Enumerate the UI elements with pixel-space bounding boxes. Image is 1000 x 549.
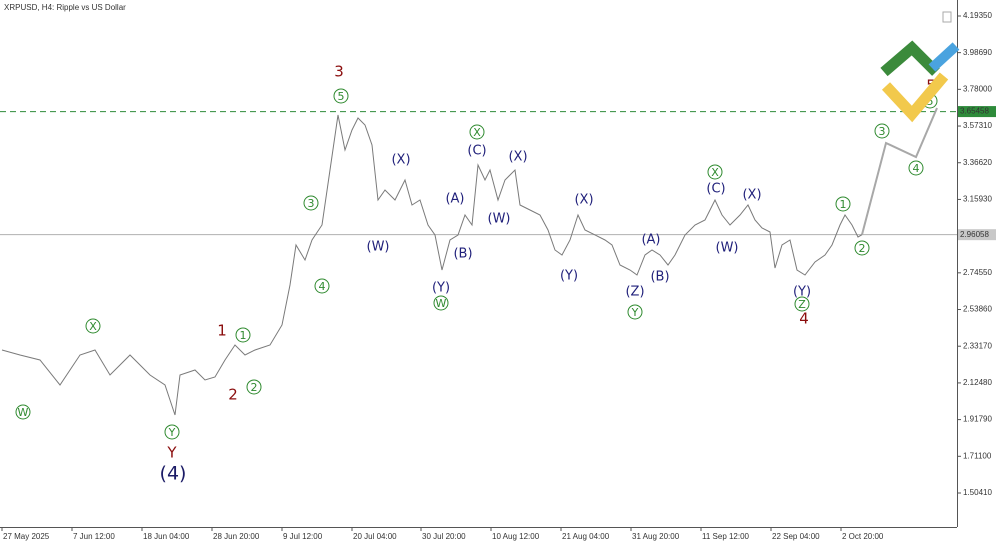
wave-label: 5 xyxy=(927,95,934,108)
y-tick-label: 2.33170 xyxy=(963,341,992,350)
wave-label: (Y) xyxy=(793,285,811,300)
wave-circle xyxy=(874,123,890,139)
x-tick-label: 30 Jul 20:00 xyxy=(422,532,466,541)
wave-label: (A) xyxy=(641,232,660,247)
y-tick-label: 3.36620 xyxy=(963,158,992,167)
wave-label: W xyxy=(436,297,447,310)
wave-label: 2 xyxy=(228,385,238,403)
wave-label: (Y) xyxy=(432,280,450,295)
wave-circle xyxy=(707,164,723,180)
y-tick-label: 2.12480 xyxy=(963,378,992,387)
wave-label: X xyxy=(473,126,481,139)
wave-label: 4 xyxy=(913,162,920,175)
x-tick-label: 27 May 2025 xyxy=(3,532,50,541)
plot: 4.19350 3.98690 3.78000 3.57310 3.36620 3.159… xyxy=(0,11,996,541)
wave-label: (B) xyxy=(650,269,669,284)
y-tick-label: 1.50410 xyxy=(963,488,992,497)
x-tick-label: 21 Aug 04:00 xyxy=(562,532,610,541)
wave-label: (Y) xyxy=(560,269,578,284)
y-tick-label: 3.78000 xyxy=(963,84,992,93)
wave-label: 4 xyxy=(319,280,326,293)
chart-title: XRPUSD, H4: Ripple vs US Dollar xyxy=(4,3,126,12)
wave-circle xyxy=(333,88,349,104)
wave-label: 2 xyxy=(859,242,866,255)
x-tick-label: 9 Jul 12:00 xyxy=(283,532,323,541)
wave-circle xyxy=(469,124,485,140)
wave-label: 3 xyxy=(879,125,886,138)
price-level-box xyxy=(958,106,996,118)
wave-label: (Z) xyxy=(625,285,644,300)
projection-line xyxy=(861,107,938,235)
wave-label: 3 xyxy=(334,62,344,80)
y-tick-label: 2.53860 xyxy=(963,305,992,314)
y-tick-label: 1.91790 xyxy=(963,415,992,424)
price-level-box xyxy=(958,229,996,241)
wave-label: 1 xyxy=(240,329,247,342)
wave-label: (X) xyxy=(508,149,527,164)
wave-label: Y xyxy=(168,426,176,439)
wave-label: (W) xyxy=(367,240,390,255)
wave-circle xyxy=(164,424,180,440)
wave-label: Y xyxy=(631,306,639,319)
wave-label: 2 xyxy=(251,381,258,394)
wave-label: X xyxy=(711,166,719,179)
wave-circle xyxy=(246,379,262,395)
wave-label: (X) xyxy=(574,193,593,208)
wave-circle xyxy=(794,296,810,312)
wave-circle xyxy=(627,304,643,320)
x-tick-label: 20 Jul 04:00 xyxy=(353,532,397,541)
wave-label: (W) xyxy=(488,211,511,226)
wave-label: (X) xyxy=(742,188,761,203)
wave-circle xyxy=(835,196,851,212)
wave-circle xyxy=(15,404,31,420)
x-tick-label: 31 Aug 20:00 xyxy=(632,532,680,541)
y-tick-label: 2.74550 xyxy=(963,268,992,277)
wave-label: (B) xyxy=(453,246,472,261)
x-tick-label: 18 Jun 04:00 xyxy=(143,532,190,541)
wave-label: (A) xyxy=(445,191,464,206)
wave-label: Y xyxy=(166,443,177,461)
y-tick-label: 3.98690 xyxy=(963,48,992,57)
wave-label: (C) xyxy=(706,182,725,197)
wave-circle xyxy=(854,240,870,256)
wave-label: W xyxy=(18,406,29,419)
y-tick-label: 1.71100 xyxy=(963,451,992,460)
wave-circle xyxy=(314,278,330,294)
wave-label: (X) xyxy=(391,153,410,168)
wave-circle xyxy=(303,195,319,211)
wave-label: (W) xyxy=(716,240,739,255)
trade-icon xyxy=(942,11,952,23)
price-level-label: 3.65458 xyxy=(960,107,989,116)
wave-circle xyxy=(85,318,101,334)
wave-label: Z xyxy=(798,298,806,311)
y-tick-label: 3.57310 xyxy=(963,121,992,130)
x-tick-label: 22 Sep 04:00 xyxy=(772,532,820,541)
wave-label: 1 xyxy=(217,321,227,339)
x-tick-label: 28 Jun 20:00 xyxy=(213,532,260,541)
price-line xyxy=(1,114,863,416)
x-tick-label: 7 Jun 12:00 xyxy=(73,532,115,541)
wave-circle xyxy=(908,160,924,176)
wave-label: 5 xyxy=(338,90,345,103)
wave-label: 1 xyxy=(840,198,847,211)
x-tick-label: 11 Sep 12:00 xyxy=(702,532,750,541)
wave-circle xyxy=(433,295,449,311)
wave-label: (C) xyxy=(467,143,486,158)
wave-label: 3 xyxy=(308,197,315,210)
x-tick-label: 10 Aug 12:00 xyxy=(492,532,540,541)
logo xyxy=(880,40,960,123)
y-tick-label: 4.19350 xyxy=(963,11,992,20)
wave-label: 4 xyxy=(799,309,809,327)
x-tick-label: 2 Oct 20:00 xyxy=(842,532,884,541)
wave-label: (4) xyxy=(160,462,187,484)
wave-label: X xyxy=(89,320,97,333)
wave-circle xyxy=(235,327,251,343)
y-tick-label: 3.15930 xyxy=(963,195,992,204)
price-level-label: 2.96058 xyxy=(960,230,989,239)
